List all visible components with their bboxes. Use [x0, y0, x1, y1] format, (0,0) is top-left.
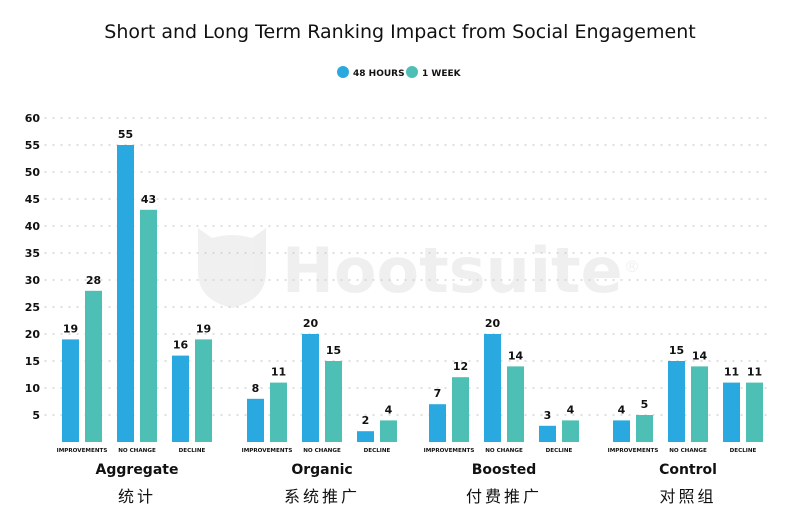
- group-label-zh: 系统推广: [284, 487, 360, 506]
- bar-48h: [539, 425, 556, 442]
- bar-1w: [195, 339, 212, 442]
- subcategory-label: DECLINE: [179, 448, 206, 454]
- bar-48h: [429, 404, 446, 442]
- data-label: 11: [747, 366, 762, 379]
- data-label: 19: [196, 322, 211, 335]
- data-label: 11: [724, 366, 739, 379]
- data-label: 4: [567, 403, 575, 416]
- bar-48h: [613, 420, 630, 442]
- bar-1w: [691, 366, 708, 442]
- legend-swatch-48h: [337, 66, 349, 78]
- y-tick-label: 60: [25, 112, 41, 125]
- y-tick-label: 5: [32, 409, 40, 422]
- data-label: 3: [544, 409, 552, 422]
- subcategory-label: DECLINE: [364, 448, 391, 454]
- bar-48h: [172, 355, 189, 442]
- data-label: 5: [641, 398, 649, 411]
- y-tick-label: 10: [25, 382, 41, 395]
- group-label-zh: 对照组: [659, 487, 716, 506]
- legend-label-1w: 1 WEEK: [422, 69, 462, 79]
- y-tick-label: 55: [25, 139, 40, 152]
- y-tick-label: 45: [25, 193, 40, 206]
- group-label-zh: 付费推广: [466, 487, 542, 506]
- subcategory-label: NO CHANGE: [118, 448, 156, 454]
- subcategory-label: IMPROVEMENTS: [57, 448, 108, 454]
- subcategory-label: DECLINE: [546, 448, 573, 454]
- bar-1w: [85, 290, 102, 442]
- legend-label-48h: 48 HOURS: [353, 69, 405, 79]
- bar-48h: [62, 339, 79, 442]
- data-label: 16: [173, 339, 189, 352]
- subcategory-label: DECLINE: [730, 448, 757, 454]
- data-label: 4: [618, 403, 626, 416]
- group-label: Control: [659, 462, 717, 478]
- svg-text:®: ®: [624, 257, 640, 276]
- subcategory-label: NO CHANGE: [669, 448, 707, 454]
- data-label: 11: [271, 366, 286, 379]
- bar-48h: [117, 145, 134, 442]
- data-label: 43: [141, 193, 156, 206]
- bar-1w: [507, 366, 524, 442]
- y-tick-label: 30: [25, 274, 41, 287]
- subcategory-label: IMPROVEMENTS: [242, 448, 293, 454]
- bar-48h: [484, 334, 501, 442]
- data-label: 8: [252, 382, 260, 395]
- group-label: Organic: [291, 462, 352, 478]
- group-label: Aggregate: [96, 462, 179, 478]
- subcategory-label: IMPROVEMENTS: [424, 448, 475, 454]
- data-label: 28: [86, 274, 101, 287]
- data-label: 15: [669, 344, 684, 357]
- y-tick-label: 15: [25, 355, 40, 368]
- bar-1w: [746, 382, 763, 442]
- data-label: 20: [303, 317, 319, 330]
- data-label: 4: [385, 403, 393, 416]
- chart-title: Short and Long Term Ranking Impact from …: [104, 21, 695, 43]
- bar-48h: [247, 398, 264, 442]
- legend-swatch-1w: [406, 66, 418, 78]
- group-label-zh: 统计: [118, 487, 156, 506]
- data-label: 55: [118, 128, 133, 141]
- y-tick-label: 20: [25, 328, 41, 341]
- bar-1w: [380, 420, 397, 442]
- bar-1w: [270, 382, 287, 442]
- bar-1w: [562, 420, 579, 442]
- y-tick-label: 25: [25, 301, 40, 314]
- data-label: 14: [508, 349, 524, 362]
- bar-48h: [723, 382, 740, 442]
- bar-1w: [325, 361, 342, 442]
- data-label: 15: [326, 344, 341, 357]
- data-label: 12: [453, 360, 468, 373]
- y-tick-label: 35: [25, 247, 40, 260]
- subcategory-label: NO CHANGE: [303, 448, 341, 454]
- bar-48h: [357, 431, 374, 442]
- bar-1w: [140, 209, 157, 442]
- bar-48h: [302, 334, 319, 442]
- data-label: 20: [485, 317, 501, 330]
- y-tick-label: 50: [25, 166, 41, 179]
- data-label: 14: [692, 349, 708, 362]
- bar-1w: [452, 377, 469, 442]
- data-label: 7: [434, 387, 442, 400]
- watermark-logo: Hootsuite ®: [198, 228, 640, 308]
- bar-48h: [668, 361, 685, 442]
- data-label: 2: [362, 414, 370, 427]
- subcategory-label: NO CHANGE: [485, 448, 523, 454]
- legend: 48 HOURS 1 WEEK: [337, 66, 462, 79]
- data-label: 19: [63, 322, 78, 335]
- y-tick-label: 40: [25, 220, 41, 233]
- group-label: Boosted: [472, 462, 536, 478]
- bar-1w: [636, 415, 653, 442]
- svg-text:Hootsuite: Hootsuite: [282, 234, 623, 307]
- subcategory-label: IMPROVEMENTS: [608, 448, 659, 454]
